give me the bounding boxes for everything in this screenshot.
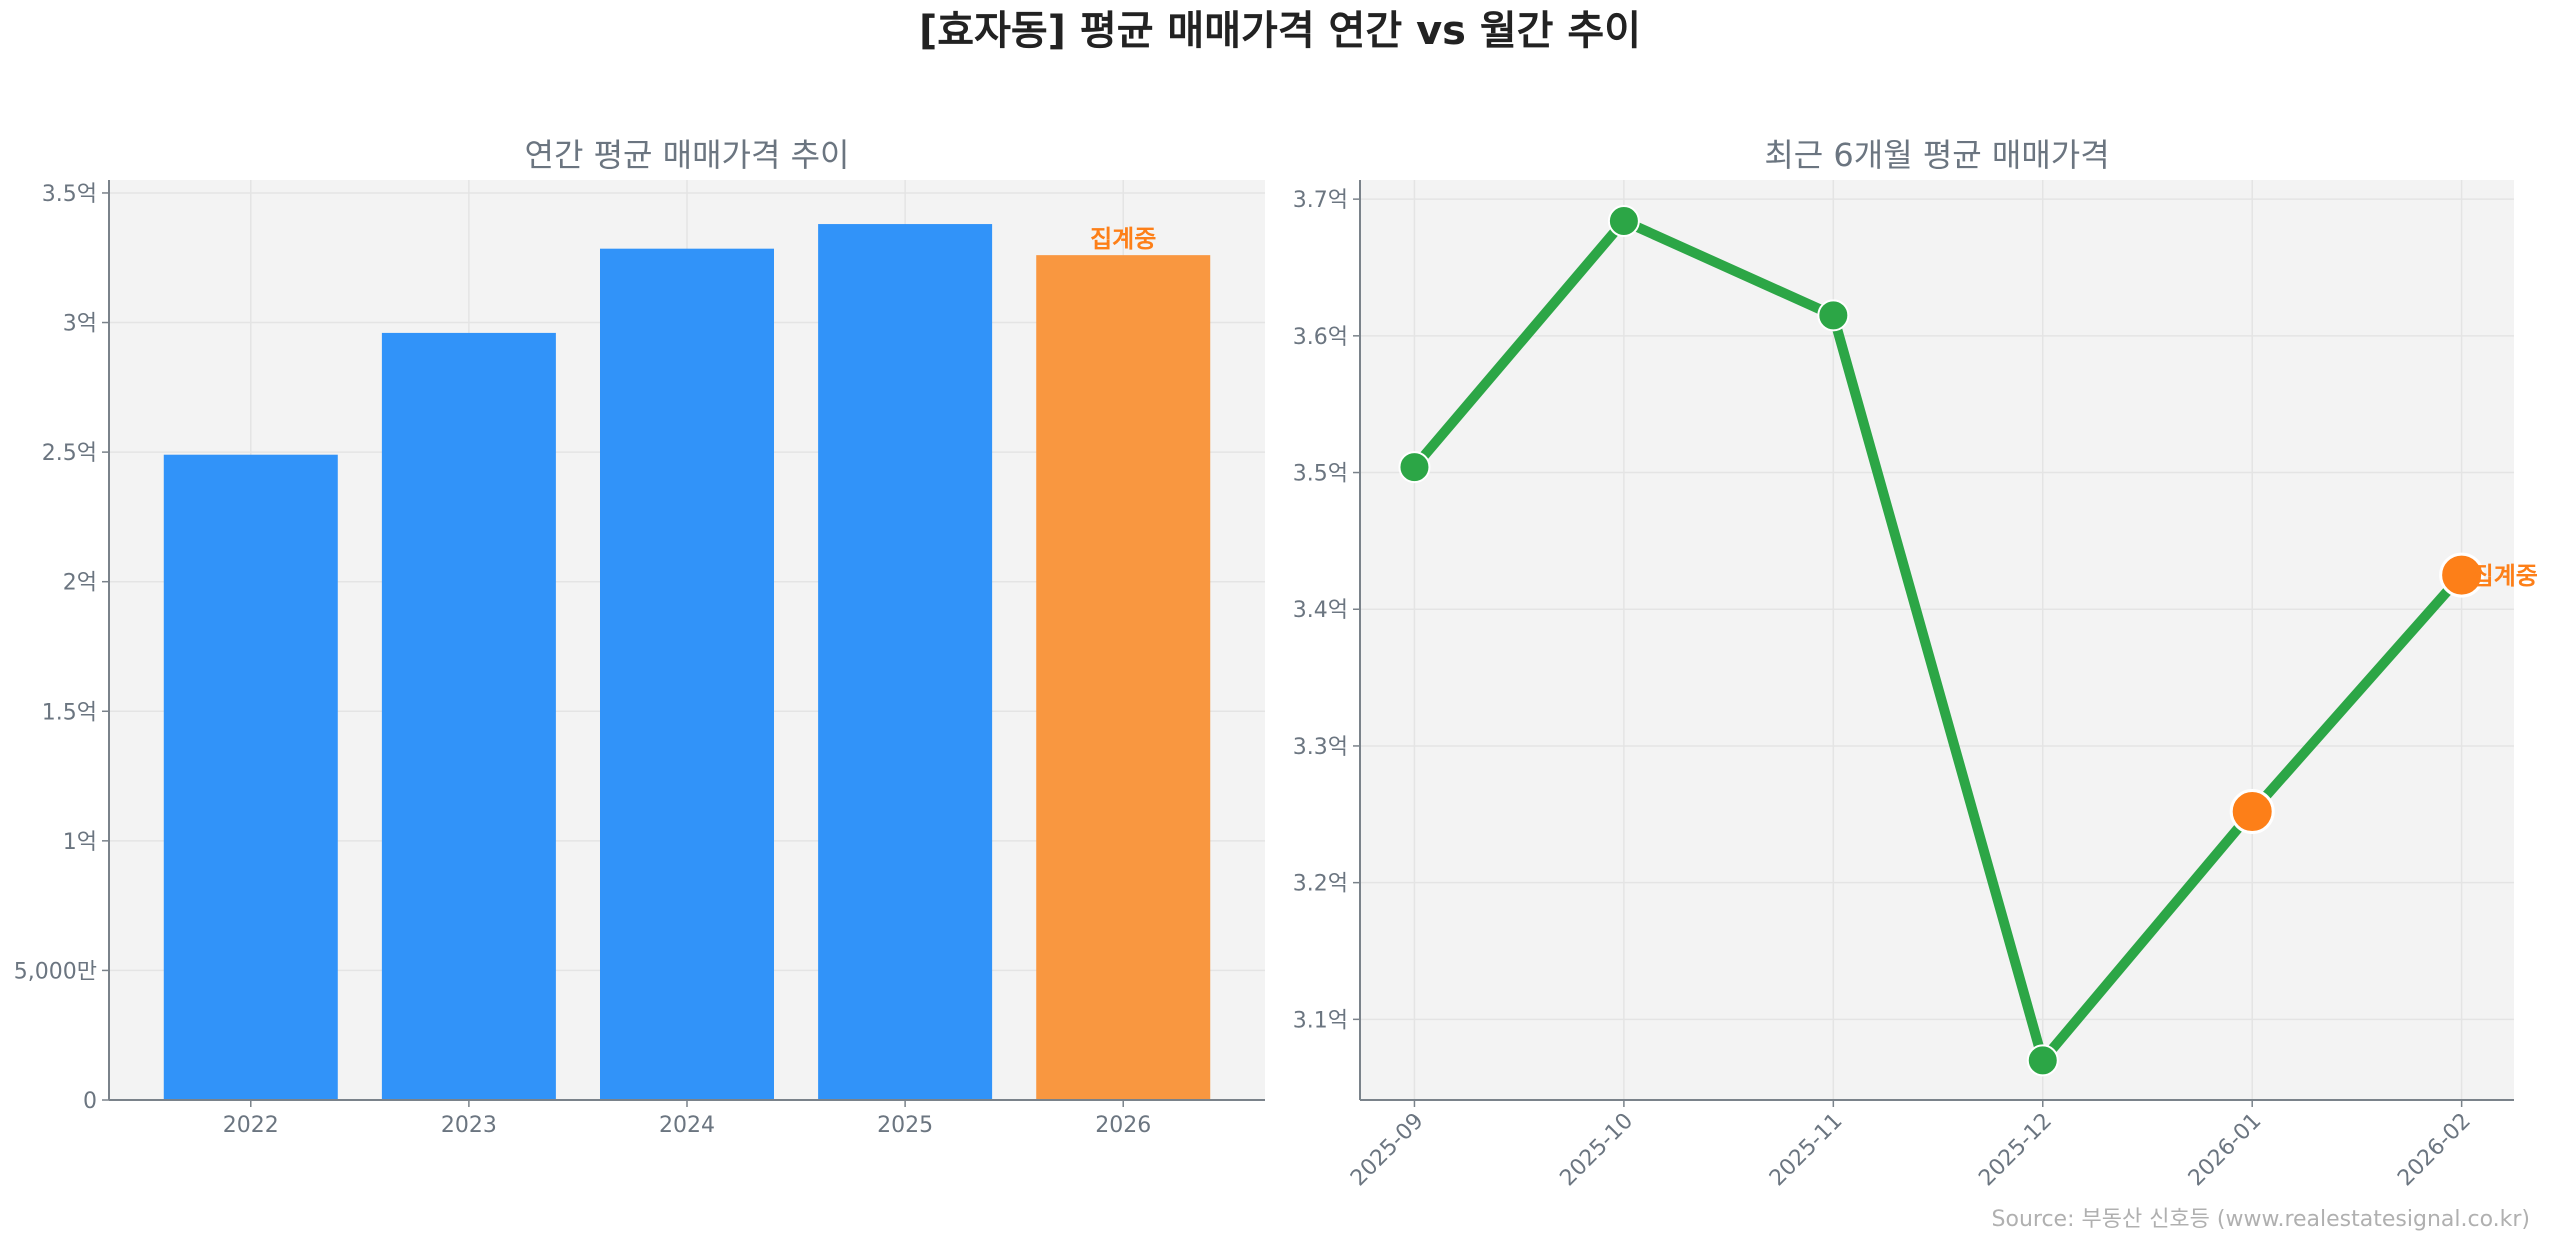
y-tick-label: 2.5억 xyxy=(42,441,97,466)
monthly-line-chart: 최근 6개월 평균 매매가격 3.1억 3.2억 3.3억 3.4억 3.5억 3.6억 3… xyxy=(1293,136,2538,1191)
bar-2025 xyxy=(818,224,993,1100)
x-tick-label: 2025-11 xyxy=(1765,1109,1848,1192)
figure-title: [효자동] 평균 매매가격 연간 vs 월간 추이 xyxy=(919,8,1641,54)
plot-background xyxy=(1360,180,2514,1100)
y-tick-label: 3.7억 xyxy=(1293,188,1348,213)
y-tick-label: 3.5억 xyxy=(42,182,97,207)
source-note: Source: 부동산 신호등 (www.realestatesignal.co… xyxy=(1992,1207,2530,1232)
x-tick-label: 2026-02 xyxy=(2393,1109,2476,1192)
x-tick-label: 2026-01 xyxy=(2184,1109,2267,1192)
x-tick-label: 2023 xyxy=(441,1113,497,1138)
partial-annotation: 집계중 xyxy=(2472,562,2538,590)
y-tick-label: 5,000만 xyxy=(14,959,97,984)
y-tick-label: 3.1억 xyxy=(1293,1008,1348,1033)
y-tick-label: 3.6억 xyxy=(1293,325,1348,350)
y-tick-label: 2억 xyxy=(63,571,97,596)
y-tick-label: 3.2억 xyxy=(1293,872,1348,897)
y-tick-label: 1억 xyxy=(63,830,97,855)
x-tick-label: 2025-09 xyxy=(1346,1109,1429,1192)
point-2025-12 xyxy=(2026,1044,2059,1077)
y-tick-label: 3.5억 xyxy=(1293,462,1348,487)
x-tick-label: 2025-12 xyxy=(1974,1109,2057,1192)
x-tick-label: 2025 xyxy=(877,1113,933,1138)
point-2025-10 xyxy=(1607,205,1640,238)
bar-2026 xyxy=(1036,255,1211,1101)
y-tick-label: 3.4억 xyxy=(1293,598,1348,623)
left-chart-title: 연간 평균 매매가격 추이 xyxy=(525,136,850,174)
y-tick-label: 0 xyxy=(83,1089,97,1114)
right-chart-title: 최근 6개월 평균 매매가격 xyxy=(1764,136,2109,174)
x-tick-label: 2025-10 xyxy=(1555,1109,1638,1192)
bar-2024 xyxy=(600,248,774,1101)
x-tick-label: 2024 xyxy=(659,1113,715,1138)
annual-bar-chart: 연간 평균 매매가격 추이 0 5,000만 1억 1.5억 2억 2.5억 3억 3.5억 2… xyxy=(14,136,1265,1138)
point-2026-02 xyxy=(2439,552,2485,598)
x-tick-label: 2026 xyxy=(1095,1113,1151,1138)
y-tick-label: 3.3억 xyxy=(1293,735,1348,760)
x-tick-label: 2022 xyxy=(223,1113,279,1138)
point-2025-11 xyxy=(1817,299,1850,332)
series-line xyxy=(1410,216,2466,1066)
point-2025-09 xyxy=(1398,451,1431,484)
y-tick-label: 3억 xyxy=(63,312,97,337)
y-tick-label: 1.5억 xyxy=(42,700,97,725)
bar-2023 xyxy=(381,332,556,1101)
point-2026-01 xyxy=(2229,789,2275,835)
partial-annotation: 집계중 xyxy=(1090,225,1156,253)
bar-2022 xyxy=(163,454,338,1100)
